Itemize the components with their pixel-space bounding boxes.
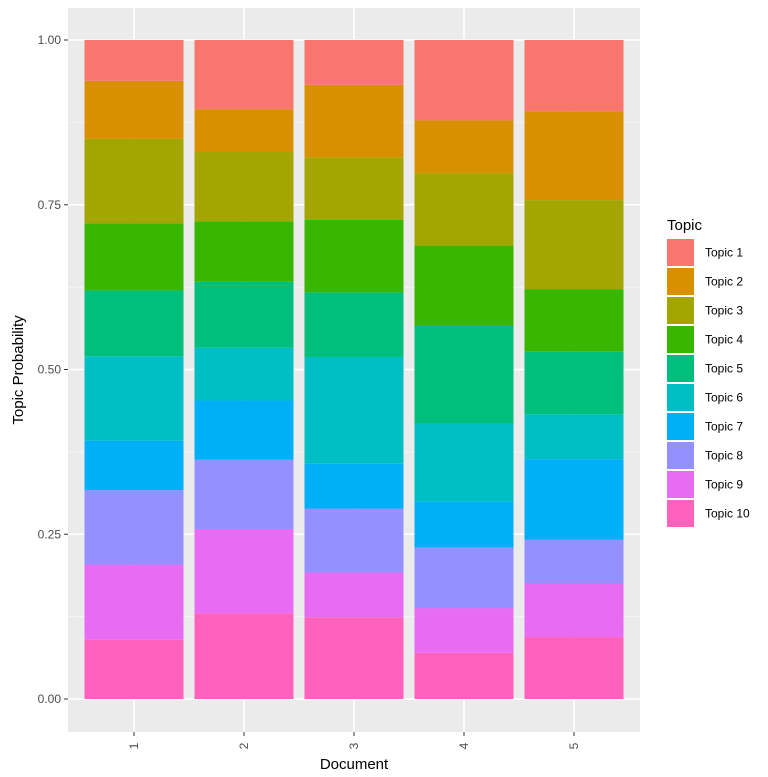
bar-segment: [524, 414, 624, 460]
x-tick-label: 1: [127, 742, 141, 749]
bar-segment: [194, 40, 294, 110]
bar-segment: [84, 138, 184, 224]
legend-key: [667, 326, 694, 353]
bar-segment: [304, 572, 404, 618]
legend-key: [667, 471, 694, 498]
bar-segment: [84, 356, 184, 441]
bar-segment: [304, 40, 404, 85]
bar-segment: [194, 152, 294, 222]
x-axis: 1 2 3 4 5: [127, 732, 581, 749]
bar-segment: [524, 637, 624, 699]
bar-segment: [304, 219, 404, 293]
legend-key: [667, 384, 694, 411]
x-tick-label: 4: [457, 742, 471, 749]
bar-segment: [414, 547, 514, 609]
bar-segment: [304, 292, 404, 357]
bar-segment: [304, 617, 404, 699]
legend-key: [667, 355, 694, 382]
legend-label: Topic 4: [705, 333, 743, 347]
legend-label: Topic 6: [705, 391, 743, 405]
bar-segment: [414, 40, 514, 121]
bar-segment: [414, 173, 514, 246]
bar-segment: [84, 564, 184, 640]
y-tick-label: 1.00: [38, 33, 62, 47]
bar-segment: [304, 508, 404, 573]
y-axis-title: Topic Probability: [10, 315, 27, 425]
legend-label: Topic 5: [705, 362, 743, 376]
legend-key: [667, 500, 694, 527]
bar-segment: [524, 539, 624, 584]
bar-segment: [414, 652, 514, 699]
bar-segment: [304, 84, 404, 158]
legend-key: [667, 442, 694, 469]
bar-segment: [524, 289, 624, 352]
bar-segment: [304, 356, 404, 464]
bar-segment: [194, 459, 294, 529]
bar-segment: [414, 423, 514, 502]
x-tick-label: 5: [567, 742, 581, 749]
legend-label: Topic 3: [705, 304, 743, 318]
legend-key: [667, 297, 694, 324]
bar-segment: [194, 221, 294, 282]
bar-segment: [194, 613, 294, 699]
legend-title: Topic: [667, 217, 703, 234]
legend: Topic Topic 1 Topic 2 Topic 3 Topic 4 Topic …: [667, 217, 750, 527]
bar-segment: [194, 109, 294, 153]
y-tick-label: 0.75: [38, 198, 62, 212]
bar-segment: [194, 528, 294, 614]
bar-segment: [194, 400, 294, 460]
bar-segment: [524, 111, 624, 201]
legend-label: Topic 10: [705, 507, 750, 521]
y-tick-label: 0.25: [38, 527, 62, 541]
legend-key: [667, 268, 694, 295]
bar-segment: [304, 463, 404, 509]
legend-label: Topic 1: [705, 246, 743, 260]
bar-segment: [414, 326, 514, 424]
legend-key: [667, 239, 694, 266]
x-axis-title: Document: [320, 756, 389, 773]
bar-segment: [524, 40, 624, 112]
bar-segment: [84, 290, 184, 357]
bar-segment: [194, 347, 294, 401]
bar-segment: [414, 120, 514, 174]
y-axis: 0.00 0.25 0.50 0.75 1.00: [38, 33, 68, 706]
bar-segment: [414, 245, 514, 327]
bar-segment: [524, 351, 624, 415]
legend-label: Topic 9: [705, 478, 743, 492]
bar-segment: [524, 200, 624, 290]
bars: [84, 40, 624, 699]
bar-segment: [194, 281, 294, 348]
legend-label: Topic 7: [705, 420, 743, 434]
bar-segment: [84, 40, 184, 81]
bar-segment: [84, 223, 184, 291]
x-tick-label: 2: [237, 742, 251, 749]
y-tick-label: 0.50: [38, 363, 62, 377]
y-tick-label: 0.00: [38, 692, 62, 706]
x-tick-label: 3: [347, 742, 361, 749]
bar-segment: [524, 459, 624, 540]
bar-segment: [414, 501, 514, 548]
bar-segment: [304, 157, 404, 220]
bar-segment: [84, 490, 184, 565]
bar-segment: [524, 583, 624, 638]
bar-segment: [414, 608, 514, 653]
legend-key: [667, 413, 694, 440]
legend-label: Topic 2: [705, 275, 743, 289]
bar-segment: [84, 440, 184, 491]
legend-label: Topic 8: [705, 449, 743, 463]
bar-segment: [84, 80, 184, 139]
bar-segment: [84, 639, 184, 699]
